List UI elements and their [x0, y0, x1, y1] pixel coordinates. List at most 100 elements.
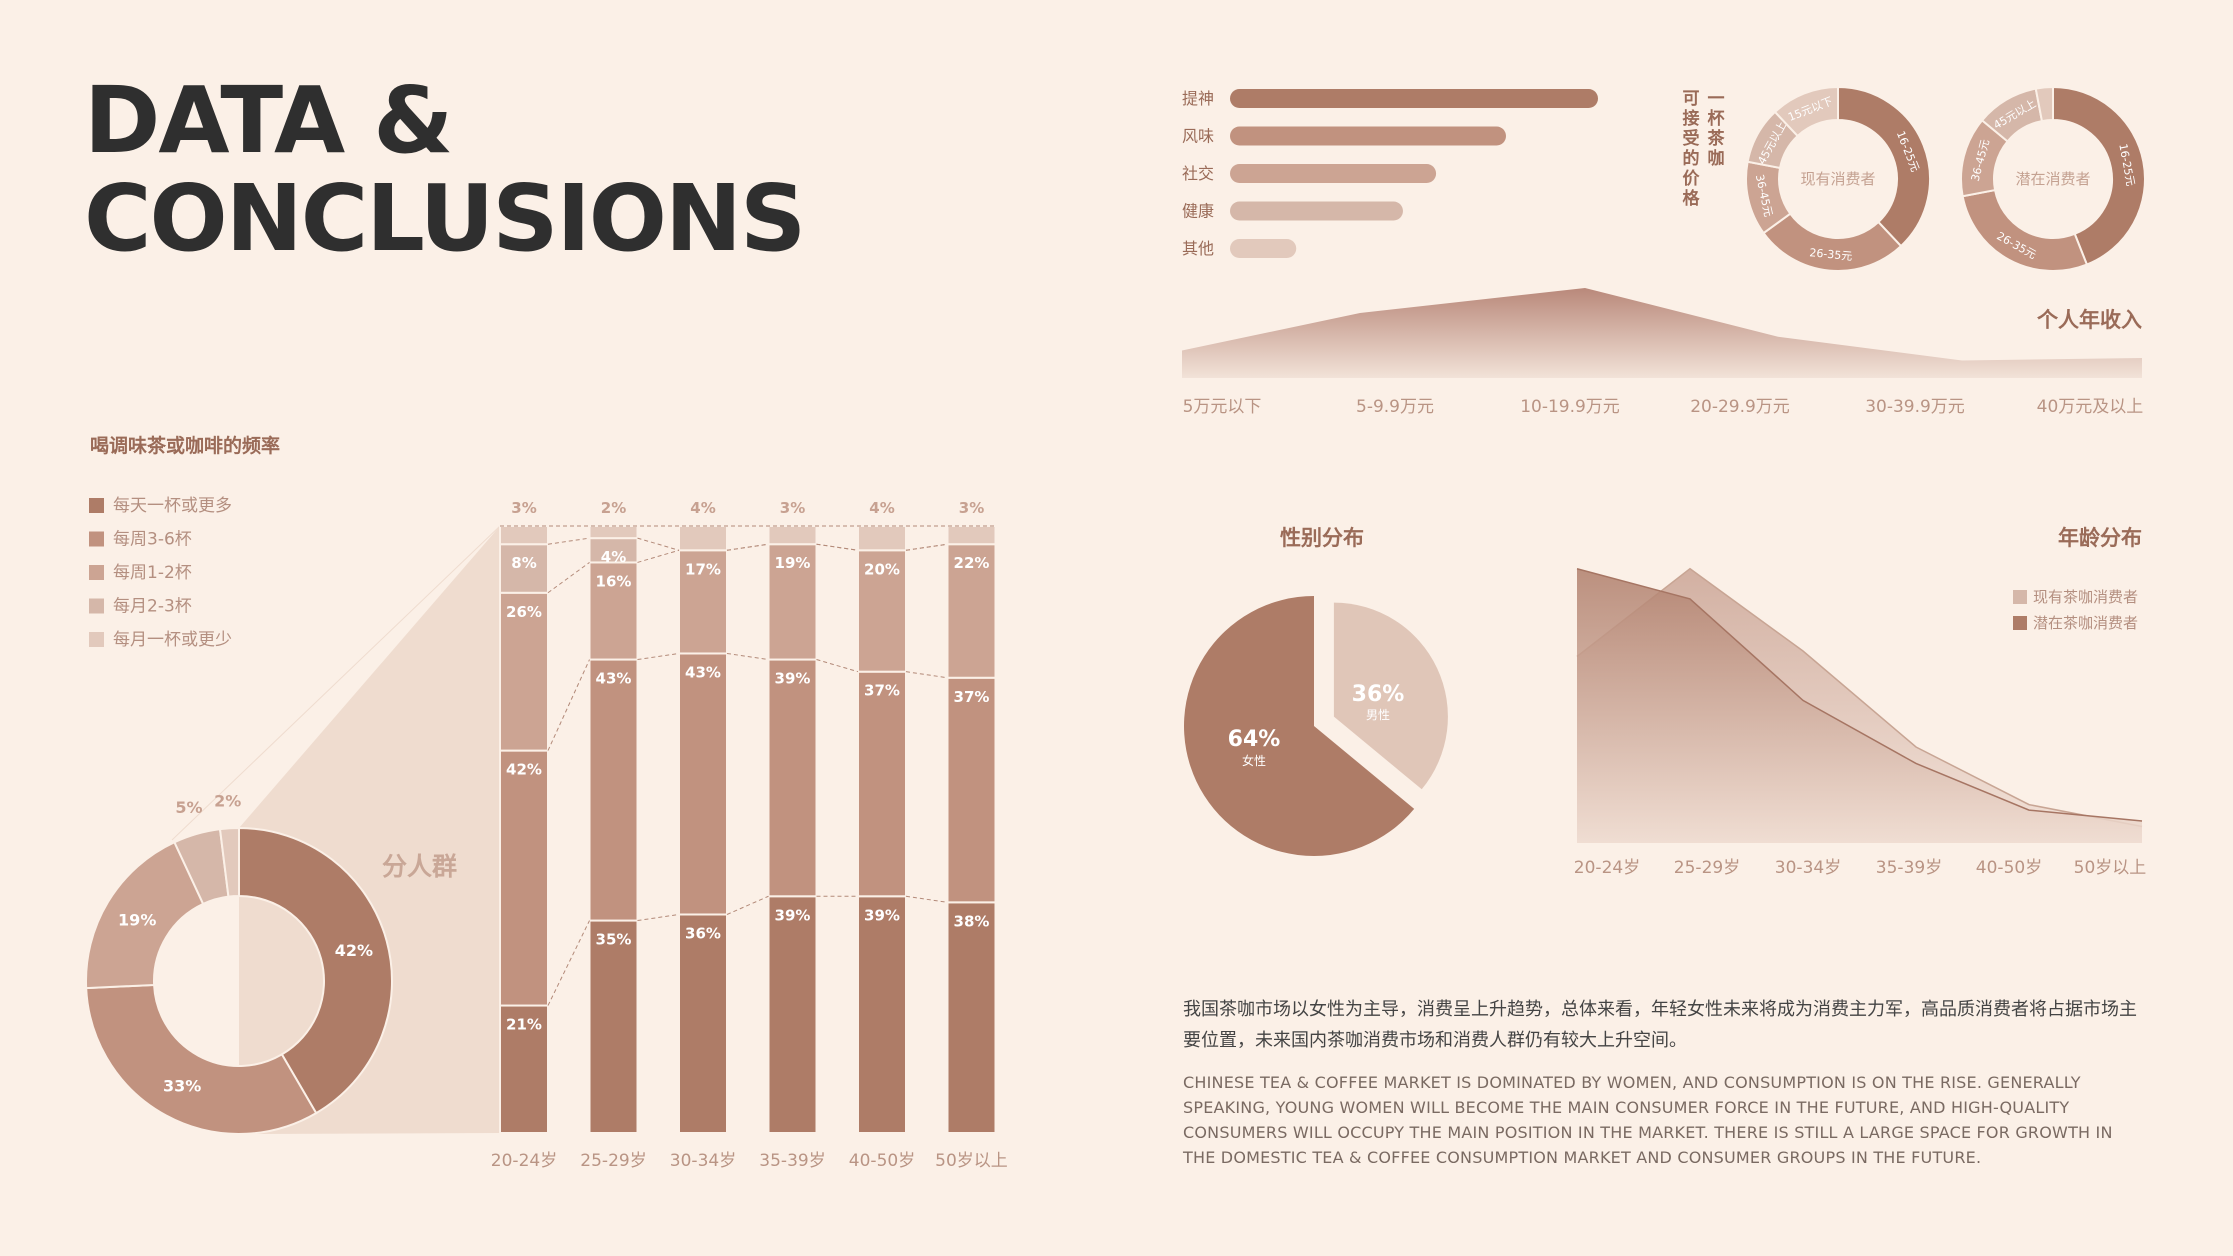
donut-label: 2%	[214, 791, 241, 810]
connector-line	[726, 895, 769, 915]
price-title-char: 一	[1708, 89, 1725, 109]
bar-label: 37%	[954, 688, 990, 706]
bar-label: 4%	[869, 499, 894, 517]
price-donut-label: 26-35元	[1809, 246, 1853, 263]
income-area	[1182, 288, 2142, 378]
connector-line	[816, 543, 859, 551]
age-line-2	[1576, 567, 2143, 822]
connector-line	[816, 659, 859, 673]
bar-segment	[499, 543, 549, 594]
bar-label: 4%	[601, 548, 626, 566]
age-legend-swatch	[2013, 590, 2027, 604]
donut-label: 42%	[335, 941, 373, 960]
reason-label: 其他	[1182, 239, 1214, 258]
price-title-char: 咖	[1708, 148, 1725, 169]
price-donut-segment	[1837, 85, 1931, 248]
legend-label: 每周3-6杯	[113, 530, 192, 550]
income-tick-label: 5-9.9万元	[1356, 397, 1434, 417]
x-tick-label: 30-34岁	[670, 1151, 736, 1171]
bar-label: 22%	[954, 554, 990, 572]
reason-bar	[1230, 126, 1506, 146]
connector-line	[637, 549, 680, 563]
age-legend-swatch	[2013, 616, 2027, 630]
gender-slice-female	[1183, 596, 1415, 856]
price-title-char: 杯	[1708, 108, 1725, 129]
income-tick-label: 5万元以下	[1183, 397, 1262, 417]
age-tick-label: 30-34岁	[1775, 858, 1841, 878]
price-title-char: 茶	[1708, 128, 1726, 149]
x-tick-label: 35-39岁	[759, 1151, 825, 1171]
bar-label: 3%	[511, 499, 536, 517]
title-line-2: CONCLUSIONS	[84, 165, 806, 272]
reason-bar	[1230, 89, 1598, 108]
legend-label: 每天一杯或更多	[113, 496, 232, 516]
bar-label: 39%	[775, 670, 811, 688]
bar-segment	[946, 525, 997, 546]
title-line-1: DATA &	[84, 67, 453, 174]
age-tick-label: 40-50岁	[1976, 858, 2042, 878]
legend-swatch	[89, 632, 104, 647]
donut-label: 5%	[175, 798, 202, 817]
age-tick-label: 50岁以上	[2074, 858, 2147, 878]
connector-line	[905, 543, 948, 551]
bar-segment	[767, 525, 818, 546]
price-title-char: 价	[1683, 169, 1701, 189]
bar-label: 43%	[596, 670, 632, 688]
age-tick-label: 35-39岁	[1876, 858, 1942, 878]
price-title-char: 的	[1683, 148, 1700, 169]
income-tick-label: 20-29.9万元	[1690, 397, 1790, 417]
connector-line	[547, 659, 590, 751]
connector-line	[547, 920, 590, 1006]
connector-line	[905, 671, 948, 679]
donut-segment	[218, 826, 240, 898]
x-tick-label: 50岁以上	[935, 1151, 1008, 1171]
price-donut-segment	[2034, 85, 2054, 123]
bar-segment	[499, 525, 549, 546]
bar-label: 2%	[601, 499, 626, 517]
gender-slice-male	[1333, 602, 1448, 790]
gender-value-male: 36%	[1352, 682, 1405, 707]
age-title: 年龄分布	[2058, 526, 2142, 550]
donut-segment	[85, 983, 318, 1135]
income-tick-label: 30-39.9万元	[1865, 397, 1965, 417]
bar-label: 8%	[511, 554, 536, 572]
bar-label: 4%	[690, 499, 715, 517]
donut-label: 33%	[163, 1077, 201, 1096]
connector-line	[726, 652, 769, 661]
price-donut-center: 潜在消费者	[2015, 170, 2090, 188]
page-title: DATA & CONCLUSIONS	[84, 72, 806, 268]
age-tick-label: 25-29岁	[1674, 858, 1740, 878]
legend-swatch	[89, 531, 104, 547]
connector-line	[905, 895, 948, 903]
price-title-char: 受	[1683, 128, 1700, 149]
bar-label: 39%	[864, 906, 900, 924]
gender-name-male: 男性	[1366, 708, 1390, 722]
bar-label: 43%	[685, 663, 721, 681]
bar-label: 26%	[506, 603, 542, 621]
funnel-shape	[239, 526, 500, 1134]
bar-label: 37%	[864, 682, 900, 700]
income-title: 个人年收入	[2037, 308, 2142, 332]
reason-label: 社交	[1182, 164, 1214, 183]
reason-bar	[1230, 239, 1297, 258]
connector-line	[547, 562, 590, 594]
bar-segment	[857, 670, 907, 898]
bar-label: 3%	[780, 499, 805, 517]
age-legend-label: 潜在茶咖消费者	[2033, 614, 2138, 632]
gender-name-female: 女性	[1242, 753, 1266, 768]
legend-swatch	[89, 598, 104, 614]
connector-line	[726, 543, 769, 551]
price-donut-segment	[1773, 85, 1839, 138]
bar-label: 21%	[506, 1016, 542, 1034]
legend-label: 每月一杯或更少	[113, 630, 232, 650]
price-donut-segment	[1961, 188, 2089, 272]
conclusion-english: CHINESE TEA & COFFEE MARKET IS DOMINATED…	[1183, 1073, 2113, 1167]
reason-label: 提神	[1182, 89, 1214, 108]
gender-value-female: 64%	[1228, 727, 1281, 752]
bar-segment	[767, 543, 818, 661]
price-donut-segment	[2052, 85, 2146, 266]
x-tick-label: 25-29岁	[580, 1151, 646, 1171]
price-title-char: 可	[1683, 89, 1700, 109]
bar-segment	[678, 652, 728, 916]
